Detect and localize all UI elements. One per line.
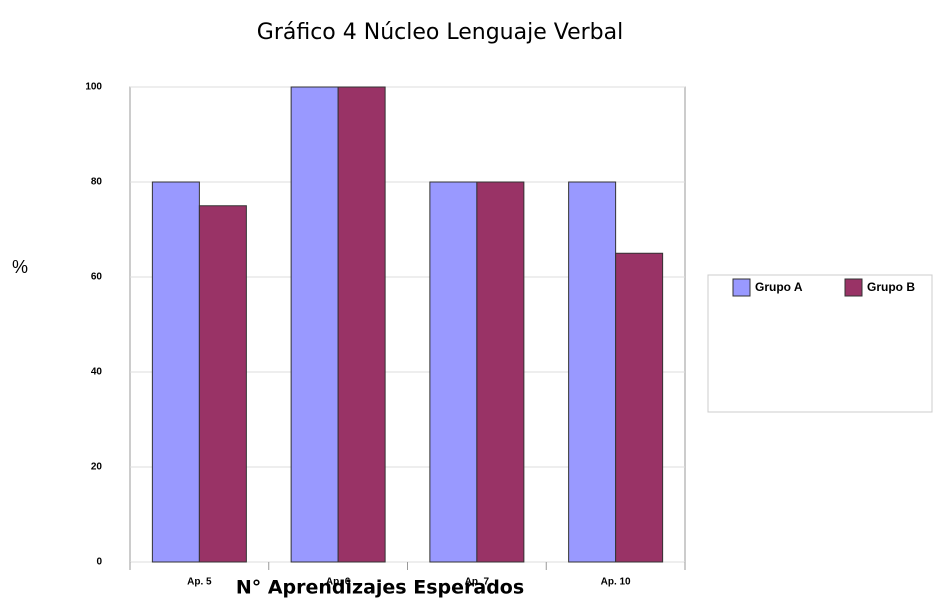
bar [151, 181, 200, 563]
y-tick-label: 20 [91, 462, 103, 473]
x-tick-label: Ap. 6 [326, 577, 351, 588]
chart-title: Gráfico 4 Núcleo Lenguaje Verbal [257, 20, 623, 45]
x-tick-label: Ap. 7 [465, 577, 490, 588]
bar [290, 86, 339, 563]
legend-swatch [844, 278, 863, 297]
bar [337, 86, 386, 563]
y-tick-label: 40 [91, 367, 103, 378]
bar [615, 252, 664, 563]
x-axis-title: N° Aprendizajes Esperados [236, 577, 524, 598]
bar [476, 181, 525, 563]
bar [568, 181, 617, 563]
legend-swatch [732, 278, 751, 297]
legend-label: Grupo A [755, 280, 803, 294]
y-tick-label: 60 [91, 272, 103, 283]
x-tick-label: Ap. 10 [601, 577, 631, 588]
y-tick-label: 80 [91, 177, 103, 188]
y-axis-title: % [12, 257, 28, 277]
bar [429, 181, 478, 563]
bar [198, 205, 247, 563]
x-tick-label: Ap. 5 [187, 577, 212, 588]
legend-box [707, 274, 933, 413]
y-tick-label: 100 [85, 82, 102, 93]
legend-label: Grupo B [867, 280, 915, 294]
y-tick-label: 0 [96, 557, 102, 568]
